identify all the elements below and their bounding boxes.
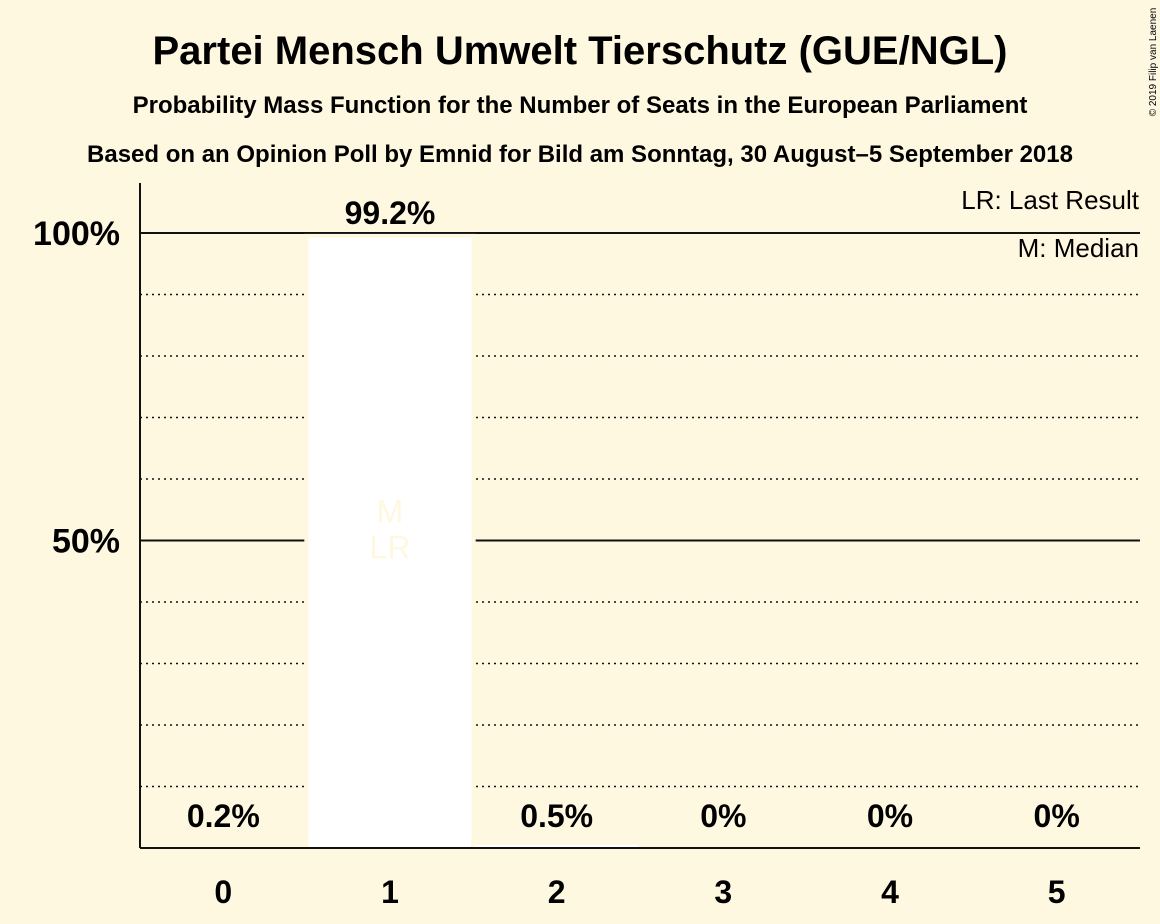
axes <box>139 183 1140 849</box>
x-tick-label: 5 <box>1048 874 1066 910</box>
data-label: 0% <box>867 798 913 834</box>
legend-last-result: LR: Last Result <box>961 185 1140 215</box>
data-label: 0.5% <box>520 798 593 834</box>
y-tick-label: 50% <box>52 523 120 561</box>
bars <box>137 233 643 849</box>
data-label: 0% <box>1034 798 1080 834</box>
copyright-note: © 2019 Filip van Laenen <box>1148 8 1159 117</box>
x-tick-label: 1 <box>381 874 399 910</box>
bar-halo <box>137 842 309 848</box>
data-labels: 0.2% 99.2% 0.5% 0% 0% 0% <box>187 195 1080 834</box>
x-tick-label: 2 <box>548 874 566 910</box>
x-tick-label: 3 <box>714 874 732 910</box>
grid-lines <box>140 232 1140 788</box>
median-marker: M <box>377 494 404 530</box>
chart-subtitle: Probability Mass Function for the Number… <box>133 92 1028 119</box>
bar-halo <box>471 840 643 848</box>
y-tick-labels: 50% 100% <box>33 215 120 561</box>
bar-1 <box>308 237 472 849</box>
x-tick-labels: 0 1 2 3 4 5 <box>214 874 1065 910</box>
chart-title: Partei Mensch Umwelt Tierschutz (GUE/NGL… <box>153 29 1008 73</box>
data-label: 0.2% <box>187 798 260 834</box>
bar-2 <box>475 844 639 848</box>
last-result-marker: LR <box>370 530 411 566</box>
data-label: 0% <box>700 798 746 834</box>
chart-subtitle-source: Based on an Opinion Poll by Emnid for Bi… <box>87 141 1073 168</box>
data-label: 99.2% <box>345 195 436 231</box>
y-tick-label: 100% <box>33 215 120 253</box>
x-tick-label: 4 <box>881 874 899 910</box>
x-tick-label: 0 <box>214 874 232 910</box>
legend-median: M: Median <box>1018 233 1139 263</box>
markers: MLR <box>370 494 411 566</box>
